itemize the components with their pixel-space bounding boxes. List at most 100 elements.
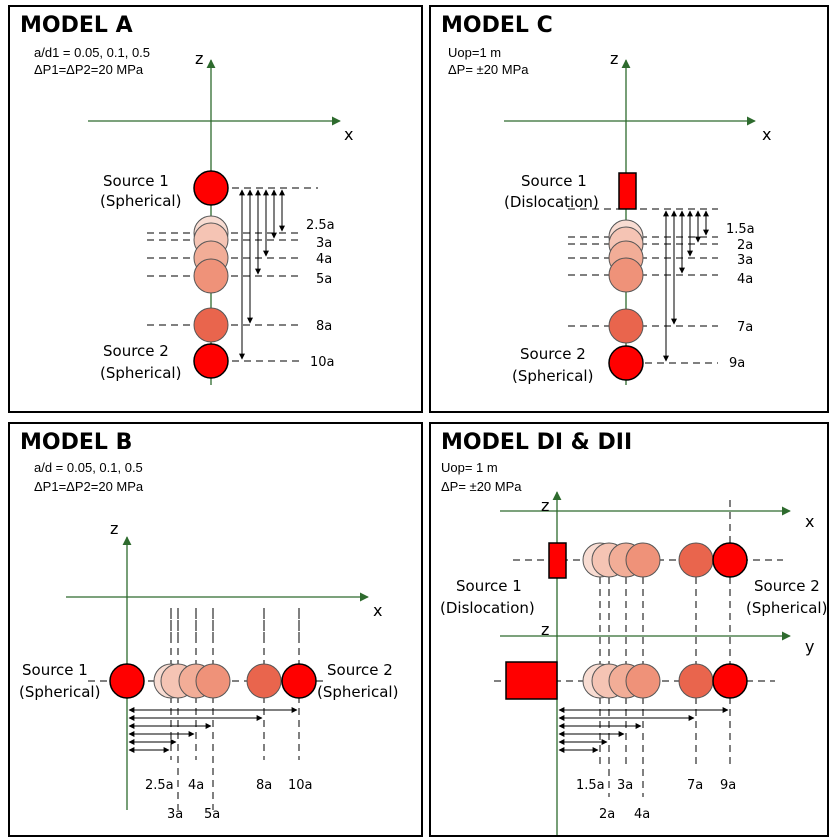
x-axis-label: x (762, 125, 771, 144)
x-axis-label: x (344, 125, 353, 144)
z-axis-label: z (195, 49, 203, 68)
param-ratio: a/d1 = 0.05, 0.1, 0.5 (34, 45, 150, 60)
param-pressure: ΔP= ±20 MPa (441, 479, 522, 494)
sphere-offset-4a (625, 542, 661, 578)
sphere-offset-7a (678, 663, 714, 699)
source-2-sphere-lower (712, 663, 748, 699)
mark-5: 8a (256, 778, 272, 793)
offset-spheres (153, 663, 282, 699)
z-axis-label: z (110, 519, 118, 538)
panel-frame (429, 5, 829, 413)
panel-title: MODEL B (20, 430, 132, 455)
mark-6: 10a (288, 778, 313, 793)
source-1-type: (Spherical) (19, 683, 100, 701)
source-2-type: (Spherical) (100, 364, 181, 382)
mark-3: 3a (737, 253, 753, 268)
panel-model-d: MODEL DI & DII Uop= 1 m ΔP= ±20 MPa z x … (429, 422, 829, 837)
source-1-label: Source 1 (521, 172, 587, 190)
sphere-offset-7a (678, 542, 714, 578)
distance-arrows (663, 210, 709, 362)
source-1-type: (Dislocation) (504, 193, 599, 211)
depth-spheres (193, 215, 229, 343)
sphere-depth-7a (608, 308, 644, 344)
panel-model-c: MODEL C Uop=1 m ΔP= ±20 MPa z x (429, 5, 829, 413)
mark-1: 1.5a (726, 222, 755, 237)
sphere-depth-5a (193, 258, 229, 294)
param-opening: Uop=1 m (448, 45, 501, 60)
panel-frame (8, 5, 423, 413)
param-opening: Uop= 1 m (441, 460, 498, 475)
source-2-sphere (608, 345, 644, 381)
panel-title: MODEL A (20, 13, 133, 38)
depth-guides (147, 187, 318, 362)
source-1-type: (Spherical) (100, 192, 181, 210)
y-axis-label: y (805, 637, 814, 656)
panel-title: MODEL DI & DII (441, 430, 632, 455)
source-2-label: Source 2 (103, 342, 169, 360)
mark-6: 10a (310, 355, 335, 370)
upper-spheres (582, 542, 714, 578)
mark-2: 2a (599, 807, 615, 822)
z-axis-lower-label: z (541, 620, 549, 639)
panel-model-b: MODEL B a/d = 0.05, 0.1, 0.5 ΔP1=ΔP2=20 … (8, 422, 423, 837)
source-2-label: Source 2 (754, 577, 820, 595)
mark-2: 3a (316, 236, 332, 251)
source-1-label: Source 1 (22, 661, 88, 679)
mark-2: 2a (737, 238, 753, 253)
source-2-sphere (193, 343, 229, 379)
mark-6: 9a (729, 356, 745, 371)
source-1-label: Source 1 (103, 172, 169, 190)
z-axis-upper-label: z (541, 496, 549, 515)
depth-guides (568, 208, 718, 364)
mark-3: 3a (617, 778, 633, 793)
x-axis-label: x (805, 512, 814, 531)
param-pressure: ΔP1=ΔP2=20 MPa (34, 479, 144, 494)
source-2-label: Source 2 (520, 345, 586, 363)
lower-spheres (582, 663, 714, 699)
x-axis-label: x (373, 601, 382, 620)
mark-4: 4a (737, 272, 753, 287)
distance-arrows (128, 707, 298, 753)
source-1-dislocation-upper (548, 542, 567, 579)
mark-5: 7a (687, 778, 703, 793)
source-2-type: (Spherical) (512, 367, 593, 385)
source-2-type: (Spherical) (746, 599, 827, 617)
source-1-label: Source 1 (456, 577, 522, 595)
depth-spheres (608, 219, 644, 344)
mark-5: 7a (737, 320, 753, 335)
panel-frame (8, 422, 423, 837)
panel-frame (429, 422, 829, 837)
source-1-dislocation (618, 172, 637, 210)
source-2-sphere (281, 663, 317, 699)
param-pressure: ΔP= ±20 MPa (448, 62, 529, 77)
mark-4: 5a (204, 807, 220, 822)
mark-1: 2.5a (145, 778, 174, 793)
source-1-type: (Dislocation) (440, 599, 535, 617)
mark-5: 8a (316, 319, 332, 334)
mark-3: 4a (316, 252, 332, 267)
param-pressure: ΔP1=ΔP2=20 MPa (34, 62, 144, 77)
source-2-type: (Spherical) (317, 683, 398, 701)
source-2-label: Source 2 (327, 661, 393, 679)
mark-1: 2.5a (306, 218, 335, 233)
mark-4: 5a (316, 272, 332, 287)
distance-arrows (558, 707, 729, 753)
sphere-depth-8a (193, 307, 229, 343)
distance-arrows (239, 189, 285, 360)
mark-6: 9a (720, 778, 736, 793)
panel-title: MODEL C (441, 13, 553, 38)
panel-model-a: MODEL A a/d1 = 0.05, 0.1, 0.5 ΔP1=ΔP2=20… (8, 5, 423, 413)
source-1-sphere (193, 170, 229, 206)
param-ratio: a/d = 0.05, 0.1, 0.5 (34, 460, 143, 475)
sphere-offset-5a (195, 663, 231, 699)
sphere-offset-8a (246, 663, 282, 699)
mark-3: 4a (188, 778, 204, 793)
z-axis-label: z (610, 49, 618, 68)
source-1-sphere (109, 663, 145, 699)
sphere-offset-4a (625, 663, 661, 699)
source-2-sphere-upper (712, 542, 748, 578)
mark-2: 3a (167, 807, 183, 822)
sphere-depth-4a (608, 257, 644, 293)
source-1-dislocation-lower (505, 661, 558, 700)
